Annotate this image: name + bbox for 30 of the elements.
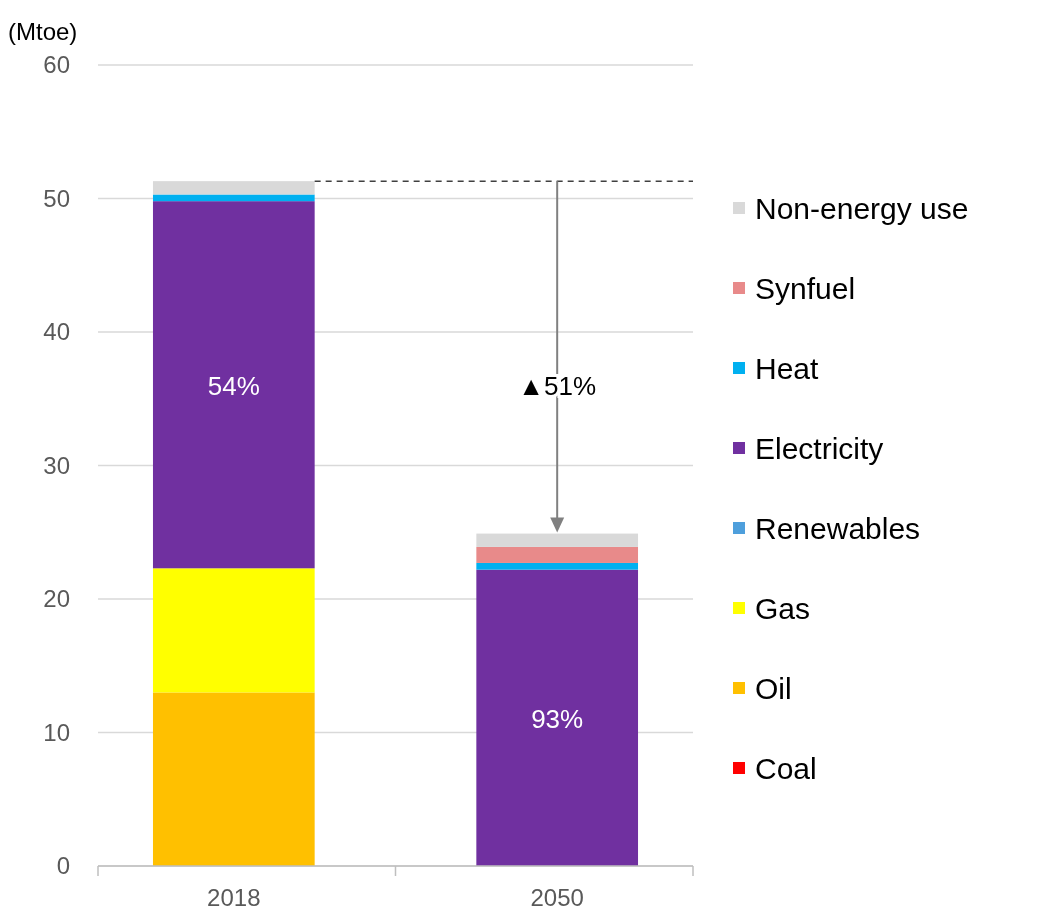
bar — [476, 533, 639, 547]
bar — [152, 568, 315, 693]
x-tick-label: 2018 — [207, 884, 261, 911]
bar — [476, 562, 639, 570]
legend-label: Oil — [755, 671, 792, 705]
legend-label: Non-energy use — [755, 191, 969, 225]
legend-label: Electricity — [755, 431, 884, 465]
legend-label: Gas — [755, 591, 811, 625]
y-tick-label: 10 — [43, 718, 70, 746]
bar — [152, 194, 315, 202]
bar — [476, 569, 639, 866]
annotation: 93% — [531, 704, 584, 735]
y-tick-label: 0 — [56, 852, 70, 880]
legend-label: Renewables — [755, 511, 921, 545]
bar — [152, 201, 315, 569]
y-tick-label: 30 — [43, 451, 70, 479]
legend-label: Coal — [755, 751, 817, 785]
y-tick-label: 50 — [43, 184, 70, 212]
y-tick-label: 60 — [43, 51, 70, 79]
y-axis-title: (Mtoe) — [8, 18, 78, 45]
bar — [476, 546, 639, 563]
bar — [152, 181, 315, 195]
x-tick-label: 2050 — [530, 884, 584, 911]
legend-label: Heat — [755, 351, 820, 385]
y-tick-label: 40 — [43, 318, 70, 346]
annotation: ▲51% — [518, 370, 597, 401]
annotation: 54% — [207, 370, 260, 401]
bar — [152, 692, 315, 866]
y-tick-label: 20 — [43, 585, 70, 613]
legend-label: Synfuel — [755, 271, 856, 305]
